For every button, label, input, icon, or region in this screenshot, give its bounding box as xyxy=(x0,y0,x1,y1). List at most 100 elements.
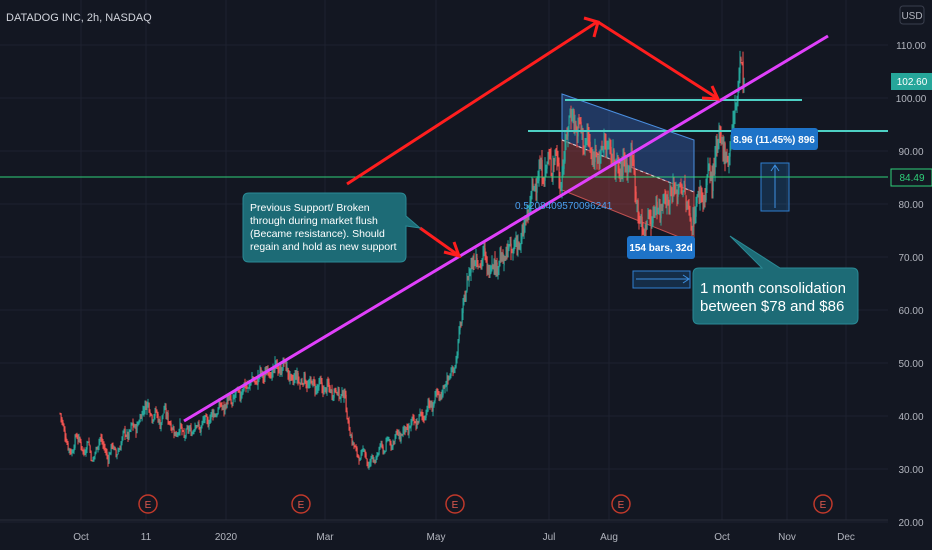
candle-body xyxy=(117,451,119,455)
candle-body xyxy=(425,410,427,419)
candle-body xyxy=(464,297,466,302)
measure-label-box[interactable]: 8.96 (11.45%) 896 xyxy=(731,128,818,150)
candle-body xyxy=(439,394,441,397)
candle-body xyxy=(411,417,413,423)
candle-body xyxy=(609,140,611,146)
candle-body xyxy=(625,160,627,166)
candle-body xyxy=(248,384,250,387)
candle-body xyxy=(71,452,73,454)
candle-body xyxy=(158,419,160,422)
arrow-callout-line[interactable] xyxy=(419,226,459,257)
candle-body xyxy=(199,427,201,433)
candle-body xyxy=(392,441,394,447)
candle-body xyxy=(95,447,97,453)
bars-label: 154 bars, 32d xyxy=(629,243,692,254)
candle-body xyxy=(341,390,343,396)
candle-body xyxy=(246,385,248,389)
candle-body xyxy=(449,377,451,379)
candle-body xyxy=(727,163,729,166)
candle-body xyxy=(311,381,313,386)
x-tick-label: Oct xyxy=(73,532,89,543)
support-callout[interactable]: Previous Support/ Broken through during … xyxy=(242,192,422,263)
candle-body xyxy=(555,149,557,151)
candle-body xyxy=(226,397,228,408)
candle-body xyxy=(179,422,181,433)
candle-body xyxy=(369,462,371,464)
candle-body xyxy=(249,383,251,386)
candle-body xyxy=(180,423,182,428)
candle-body xyxy=(147,402,149,405)
candle-body xyxy=(599,153,601,159)
earnings-marker[interactable]: E xyxy=(611,494,631,514)
candle-body xyxy=(707,166,709,175)
candle-body xyxy=(539,165,541,169)
candle-body xyxy=(68,448,70,450)
candle-body xyxy=(580,121,582,128)
candle-body xyxy=(82,449,84,451)
candle-body xyxy=(508,244,510,249)
candle-body xyxy=(641,216,643,230)
earnings-marker[interactable]: E xyxy=(445,494,465,514)
candle-body xyxy=(479,264,481,266)
candle-body xyxy=(131,423,133,425)
consolidation-callout[interactable]: 1 month consolidation between $78 and $8… xyxy=(692,235,859,325)
candle-body xyxy=(314,383,316,392)
candle-body xyxy=(634,170,636,194)
candle-body xyxy=(607,143,609,148)
candle-body xyxy=(714,154,716,174)
candle-body xyxy=(513,246,515,251)
y-tick-label: 110.00 xyxy=(896,41,926,52)
candle-body xyxy=(387,439,389,441)
candle-body xyxy=(394,434,396,442)
candle-body xyxy=(451,369,453,372)
candle-body xyxy=(169,423,171,425)
candle-body xyxy=(706,176,708,186)
candle-body xyxy=(512,249,514,254)
candle-body xyxy=(613,150,615,163)
last-price-label: 102.60 xyxy=(897,77,928,88)
candle-body xyxy=(207,420,209,427)
earnings-marker[interactable]: E xyxy=(813,494,833,514)
y-tick-label: 20.00 xyxy=(898,518,923,529)
candle-body xyxy=(538,168,540,181)
arrow-down-line[interactable] xyxy=(597,20,718,100)
candle-body xyxy=(574,125,576,128)
candle-body xyxy=(535,187,537,191)
candle-body xyxy=(77,438,79,441)
earnings-marker[interactable]: E xyxy=(138,494,158,514)
candle-body xyxy=(308,384,310,387)
candle-body xyxy=(739,58,741,74)
candle-body xyxy=(130,424,132,430)
candle-body xyxy=(693,212,695,221)
drawing-lines xyxy=(0,16,892,423)
candle-body xyxy=(489,272,491,275)
price-axis[interactable]: 20.00 30.00 40.00 50.00 60.00 70.00 80.00 90.00… xyxy=(888,0,932,550)
candle-body xyxy=(649,216,651,219)
candle-body xyxy=(700,187,702,196)
earnings-marker[interactable]: E xyxy=(291,494,311,514)
candle-body xyxy=(550,158,552,171)
candle-body xyxy=(347,418,349,420)
candle-body xyxy=(335,390,337,392)
candle-body xyxy=(573,110,575,127)
arrow-up-line[interactable] xyxy=(346,20,598,186)
candle-body xyxy=(647,208,649,219)
candle-body xyxy=(542,179,544,183)
candle-body xyxy=(717,140,719,150)
candle-body xyxy=(389,440,391,445)
time-axis[interactable]: Oct 11 2020 Mar May Jul Aug Oct Nov Dec xyxy=(0,519,888,543)
candle-body xyxy=(282,359,284,371)
candle-body xyxy=(703,197,705,203)
currency-badge[interactable]: USD xyxy=(899,5,925,25)
candle-body xyxy=(664,196,666,202)
candle-body xyxy=(175,430,177,437)
candle-body xyxy=(189,428,191,430)
candle-body xyxy=(426,409,428,413)
bars-label-box[interactable]: 154 bars, 32d xyxy=(627,236,695,259)
candle-body xyxy=(62,422,64,426)
candle-body xyxy=(605,144,607,151)
candle-body xyxy=(687,204,689,208)
candle-body xyxy=(379,445,381,449)
trendline[interactable] xyxy=(183,34,829,423)
